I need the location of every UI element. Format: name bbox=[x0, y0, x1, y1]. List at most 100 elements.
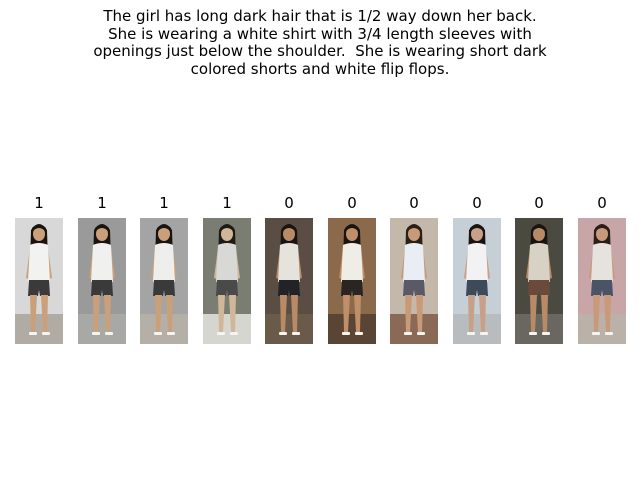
left-flip-flop bbox=[529, 332, 537, 335]
person-thumbnail bbox=[328, 218, 376, 344]
shirt bbox=[466, 243, 488, 282]
right-leg bbox=[541, 295, 548, 332]
face bbox=[158, 227, 170, 241]
face bbox=[221, 227, 233, 241]
panel-label: 1 bbox=[97, 194, 107, 212]
face bbox=[533, 227, 545, 241]
right-leg bbox=[166, 295, 173, 332]
thumbnail-floor bbox=[15, 314, 63, 344]
thumbnail-floor bbox=[78, 314, 126, 344]
shorts bbox=[466, 280, 488, 296]
hair-fringe bbox=[220, 224, 234, 232]
shorts bbox=[528, 280, 550, 296]
shirt bbox=[216, 243, 238, 282]
caption: The girl has long dark hair that is 1/2 … bbox=[0, 7, 640, 78]
shorts bbox=[278, 280, 300, 296]
left-leg bbox=[218, 295, 225, 332]
left-leg bbox=[93, 295, 100, 332]
thumbnail-graphic bbox=[78, 218, 126, 344]
shirt bbox=[91, 243, 113, 282]
shorts bbox=[341, 280, 363, 296]
hair-fringe bbox=[595, 224, 609, 232]
left-flip-flop bbox=[342, 332, 350, 335]
shirt bbox=[341, 243, 363, 282]
person-thumbnail bbox=[140, 218, 188, 344]
shorts bbox=[28, 280, 50, 296]
panel-label: 0 bbox=[409, 194, 419, 212]
left-leg bbox=[343, 295, 350, 332]
left-flip-flop bbox=[29, 332, 37, 335]
right-flip-flop bbox=[605, 332, 613, 335]
hair-fringe bbox=[157, 224, 171, 232]
thumbnail-floor bbox=[265, 314, 313, 344]
panel-label: 0 bbox=[597, 194, 607, 212]
right-flip-flop bbox=[480, 332, 488, 335]
panel-label: 0 bbox=[284, 194, 294, 212]
shirt bbox=[278, 243, 300, 282]
right-flip-flop bbox=[230, 332, 238, 335]
person-thumbnail bbox=[203, 218, 251, 344]
face bbox=[596, 227, 608, 241]
right-flip-flop bbox=[105, 332, 113, 335]
right-leg bbox=[479, 295, 486, 332]
thumbnail-graphic bbox=[265, 218, 313, 344]
face bbox=[96, 227, 108, 241]
left-leg bbox=[530, 295, 537, 332]
shirt bbox=[28, 243, 50, 282]
caption-line: She is wearing a white shirt with 3/4 le… bbox=[108, 24, 532, 43]
left-flip-flop bbox=[217, 332, 225, 335]
right-flip-flop bbox=[167, 332, 175, 335]
thumbnail-floor bbox=[390, 314, 438, 344]
face bbox=[33, 227, 45, 241]
right-leg bbox=[354, 295, 361, 332]
right-leg bbox=[416, 295, 423, 332]
face bbox=[471, 227, 483, 241]
shorts bbox=[591, 280, 613, 296]
thumbnail-graphic bbox=[390, 218, 438, 344]
left-leg bbox=[280, 295, 287, 332]
right-leg bbox=[104, 295, 111, 332]
hair-fringe bbox=[345, 224, 359, 232]
right-flip-flop bbox=[542, 332, 550, 335]
shorts bbox=[216, 280, 238, 296]
left-leg bbox=[468, 295, 475, 332]
hair-fringe bbox=[532, 224, 546, 232]
hair-fringe bbox=[32, 224, 46, 232]
person-thumbnail bbox=[390, 218, 438, 344]
shirt bbox=[591, 243, 613, 282]
person-thumbnail bbox=[578, 218, 626, 344]
shorts bbox=[153, 280, 175, 296]
thumbnail-floor bbox=[328, 314, 376, 344]
thumbnail-floor bbox=[578, 314, 626, 344]
hair-fringe bbox=[470, 224, 484, 232]
shirt bbox=[153, 243, 175, 282]
thumbnail-graphic bbox=[515, 218, 563, 344]
panel-label: 1 bbox=[34, 194, 44, 212]
person-thumbnail bbox=[515, 218, 563, 344]
face bbox=[346, 227, 358, 241]
person-thumbnail bbox=[265, 218, 313, 344]
shorts bbox=[91, 280, 113, 296]
shirt bbox=[403, 243, 425, 282]
panel-label: 0 bbox=[472, 194, 482, 212]
thumbnail-floor bbox=[453, 314, 501, 344]
left-leg bbox=[30, 295, 37, 332]
left-flip-flop bbox=[154, 332, 162, 335]
right-leg bbox=[604, 295, 611, 332]
thumbnail-floor bbox=[203, 314, 251, 344]
caption-line: The girl has long dark hair that is 1/2 … bbox=[103, 7, 537, 25]
thumbnail-graphic bbox=[203, 218, 251, 344]
thumbnail-floor bbox=[140, 314, 188, 344]
panel-label: 1 bbox=[222, 194, 232, 212]
thumbnail-graphic bbox=[140, 218, 188, 344]
hair-fringe bbox=[95, 224, 109, 232]
left-flip-flop bbox=[279, 332, 287, 335]
left-leg bbox=[593, 295, 600, 332]
right-leg bbox=[229, 295, 236, 332]
right-flip-flop bbox=[355, 332, 363, 335]
thumbnail-graphic bbox=[453, 218, 501, 344]
left-flip-flop bbox=[592, 332, 600, 335]
left-flip-flop bbox=[92, 332, 100, 335]
right-leg bbox=[291, 295, 298, 332]
